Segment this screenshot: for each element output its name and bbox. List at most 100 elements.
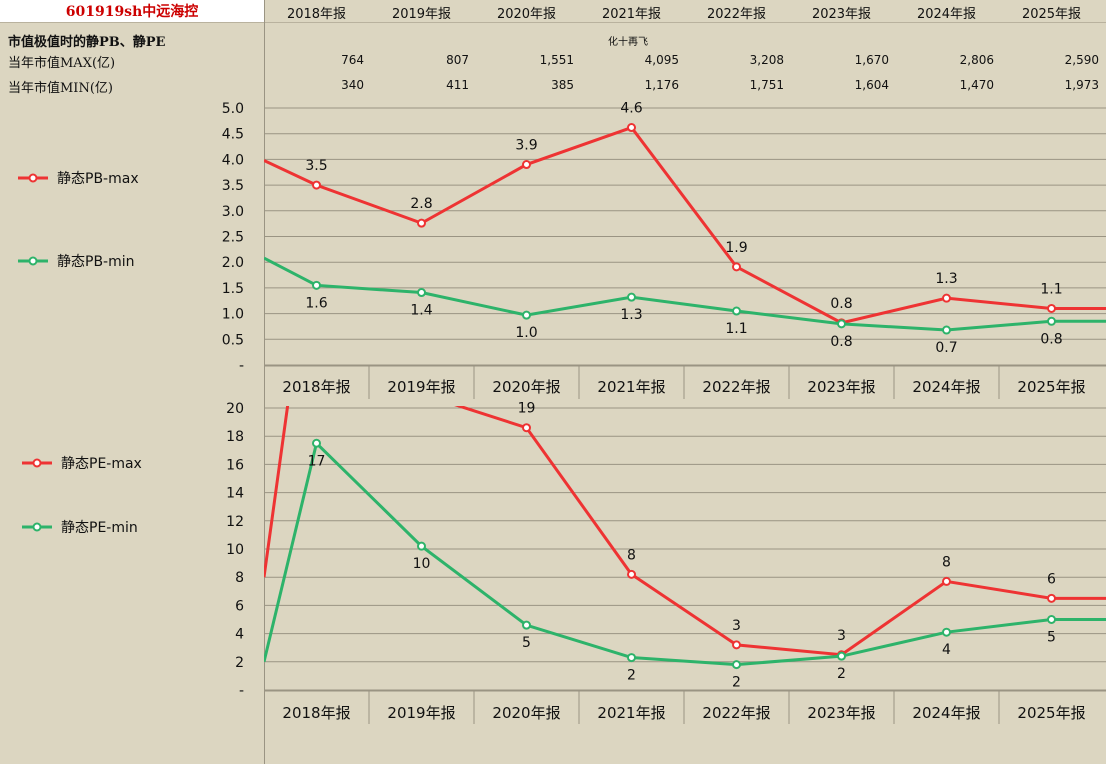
market-cap-min-0: 340	[341, 78, 364, 92]
pe-point-1-0	[312, 438, 321, 448]
pb-xtick-4: 2022年报	[702, 378, 770, 396]
market-cap-max-4: 3,208	[749, 53, 784, 67]
market-cap-min-label: 当年市值MIN(亿)	[8, 81, 113, 96]
pb-point-1-2	[522, 310, 531, 320]
pe-label-1-2: 5	[522, 635, 531, 651]
pb-label-0-5: 0.8	[830, 296, 852, 312]
pe-point-0-3	[627, 569, 636, 579]
pb-point-1-0	[312, 280, 321, 290]
pe-xtick-3: 2021年报	[597, 704, 665, 722]
pb-label-1-0: 1.6	[305, 295, 327, 311]
note-text: 化十再飞	[608, 37, 648, 48]
pb-point-0-6	[942, 293, 951, 303]
pb-label-0-3: 4.6	[620, 101, 642, 117]
pe-ytick-2: 4	[235, 627, 244, 643]
pe-point-0-4	[732, 640, 741, 650]
pe-label-0-4: 3	[732, 618, 741, 634]
pb-label-0-0: 3.5	[305, 158, 327, 174]
pe-xtick-7: 2025年报	[1017, 704, 1085, 722]
pe-ytick-5: 10	[226, 542, 244, 558]
header-year-5: 2023年报	[811, 7, 872, 22]
pb-point-0-7	[1047, 303, 1056, 313]
pb-legend-label-0: 静态PB-max	[57, 171, 139, 187]
pe-point-1-3	[627, 653, 636, 663]
pb-legend-marker-0	[28, 173, 38, 183]
pe-legend-marker-0	[32, 458, 42, 468]
pe-point-1-6	[942, 627, 951, 637]
pe-label-1-0: 17	[308, 453, 326, 469]
pb-ytick-10: 5.0	[222, 101, 244, 117]
pe-label-1-5: 2	[837, 666, 846, 682]
pb-label-0-4: 1.9	[725, 240, 747, 256]
header-bar: 601919sh中远海控 2018年报 2019年报 2020年报 2021年报 202…	[0, 0, 1106, 23]
pe-label-0-2: 19	[518, 401, 536, 417]
pe-point-0-6	[942, 576, 951, 586]
pb-ytick-7: 3.5	[222, 178, 244, 194]
market-cap-min-2: 385	[551, 78, 574, 92]
pe-legend-label-1: 静态PE-min	[61, 520, 138, 536]
pb-label-0-1: 2.8	[410, 196, 432, 212]
pb-label-1-3: 1.3	[620, 307, 642, 323]
market-cap-min-6: 1,470	[959, 78, 994, 92]
pb-ytick-8: 4.0	[222, 152, 244, 168]
pb-xtick-7: 2025年报	[1017, 378, 1085, 396]
market-cap-min-1: 411	[446, 78, 469, 92]
ticker-title: 601919sh中远海控	[0, 0, 264, 22]
pe-series-line-0	[264, 406, 1106, 657]
pe-label-0-7: 6	[1047, 571, 1056, 587]
pb-ytick-9: 4.5	[222, 127, 244, 143]
pb-point-0-0	[312, 180, 321, 190]
pe-label-1-6: 4	[942, 642, 951, 658]
header-year-1: 2019年报	[391, 7, 452, 22]
market-cap-max-0: 764	[341, 53, 364, 67]
header-year-2: 2020年报	[496, 7, 557, 22]
pb-point-1-1	[417, 288, 426, 298]
pe-point-1-2	[522, 620, 531, 630]
header-year-0: 2018年报	[286, 7, 347, 22]
pe-xtick-5: 2023年报	[807, 704, 875, 722]
market-cap-min-5: 1,604	[854, 78, 889, 92]
market-cap-max-3: 4,095	[644, 53, 679, 67]
pb-ytick-1: 0.5	[222, 332, 244, 348]
pb-point-1-7	[1047, 316, 1056, 326]
pb-label-0-7: 1.1	[1040, 281, 1062, 297]
pe-point-1-4	[732, 660, 741, 670]
pb-xtick-5: 2023年报	[807, 378, 875, 396]
pe-point-1-1	[417, 541, 426, 551]
pb-label-0-6: 1.3	[935, 271, 957, 287]
pb-xtick-6: 2024年报	[912, 378, 980, 396]
pb-point-0-4	[732, 262, 741, 272]
pb-point-0-2	[522, 160, 531, 170]
header-year-7: 2025年报	[1021, 7, 1082, 22]
pb-xtick-1: 2019年报	[387, 378, 455, 396]
pe-ytick-9: 18	[226, 429, 244, 445]
pe-ytick-6: 12	[226, 514, 244, 530]
pb-ytick-2: 1.0	[222, 307, 244, 323]
market-cap-max-7: 2,590	[1064, 53, 1099, 67]
pb-ytick-5: 2.5	[222, 230, 244, 246]
pe-xtick-4: 2022年报	[702, 704, 770, 722]
pb-legend-marker-1	[28, 256, 38, 266]
header-year-4: 2022年报	[706, 7, 767, 22]
pb-series-line-0	[264, 125, 1106, 325]
pb-ytick-4: 2.0	[222, 255, 244, 271]
pe-ytick-1: 2	[235, 655, 244, 671]
pe-legend-label-0: 静态PE-max	[61, 456, 142, 472]
pb-point-0-1	[417, 218, 426, 228]
header-year-6: 2024年报	[916, 7, 977, 22]
market-cap-max-label: 当年市值MAX(亿)	[8, 56, 116, 71]
pb-label-1-2: 1.0	[515, 325, 537, 341]
pe-ytick-10: 20	[226, 401, 244, 417]
pe-label-0-5: 3	[837, 628, 846, 644]
market-cap-max-2: 1,551	[539, 53, 574, 67]
pe-label-0-6: 8	[942, 554, 951, 570]
pb-label-1-1: 1.4	[410, 303, 432, 319]
pb-ytick-3: 1.5	[222, 281, 244, 297]
pb-point-1-5	[837, 319, 846, 329]
pe-point-1-7	[1047, 615, 1056, 624]
pe-label-1-1: 10	[413, 556, 431, 572]
pe-label-1-4: 2	[732, 675, 741, 691]
pe-series-line-1	[264, 440, 1106, 667]
pe-label-1-3: 2	[627, 668, 636, 684]
